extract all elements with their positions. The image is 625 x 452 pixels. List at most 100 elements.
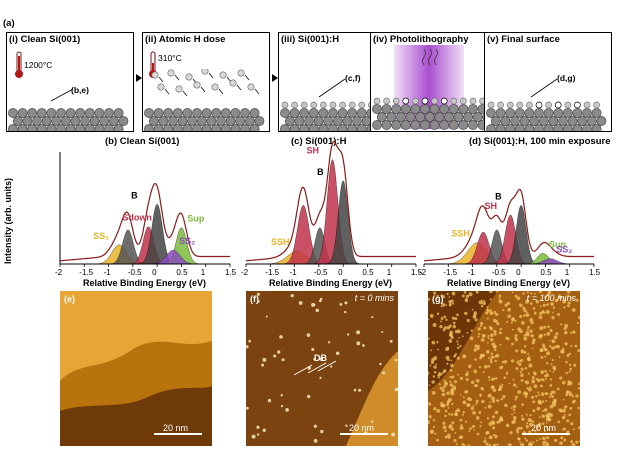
adsorbate-spot	[513, 417, 517, 421]
dangling-bond-site	[574, 101, 581, 109]
adsorbate-spot	[528, 355, 531, 358]
adsorbate-spot	[489, 326, 494, 331]
dangling-bond-spot	[281, 358, 285, 362]
si-atom	[514, 108, 525, 118]
si-atom	[500, 116, 511, 126]
x-tick-label: -2	[55, 268, 63, 277]
adsorbate-spot	[466, 371, 469, 373]
adsorbate-spot	[428, 420, 431, 425]
adsorbate-spot	[471, 308, 474, 311]
adsorbate-spot	[511, 342, 514, 346]
adsorbate-spot	[566, 354, 570, 357]
adsorbate-spot	[546, 332, 551, 336]
adsorbate-spot	[566, 304, 570, 307]
dangling-bond-spot	[394, 358, 398, 362]
si-atom	[347, 124, 358, 131]
adsorbate-spot	[487, 342, 489, 344]
dangling-bond-spot	[265, 315, 268, 318]
si-atom	[543, 124, 554, 131]
adsorbate-spot	[525, 299, 530, 304]
adsorbate-spot	[483, 364, 488, 369]
adsorbate-spot	[556, 387, 560, 391]
adsorbate-spot	[542, 444, 546, 446]
site-ref-label: (d,g)	[557, 73, 576, 83]
adsorbate-spot	[553, 367, 556, 371]
dangling-bond-spot	[248, 339, 252, 343]
adsorbate-spot	[498, 297, 501, 300]
peak-label-SSH: SSH	[271, 237, 290, 247]
si-atom	[289, 124, 300, 131]
si-atom	[524, 108, 535, 118]
adsorbate-spot	[449, 324, 452, 327]
adsorbate-spot	[551, 316, 555, 320]
adsorbate-spot	[483, 326, 487, 330]
figure-label-a: (a)	[3, 18, 15, 29]
si-atom	[458, 120, 469, 130]
si-atom	[308, 108, 319, 118]
adsorbate-spot	[528, 363, 533, 368]
si-atom	[420, 120, 430, 130]
hydrogen-atoms	[151, 69, 260, 97]
db-arrow	[307, 362, 327, 374]
adsorbate-spot	[545, 309, 550, 314]
hydrogen-atom	[219, 71, 227, 79]
adsorbate-spot	[560, 349, 565, 354]
si-atom	[304, 116, 314, 126]
adsorbate-spot	[549, 345, 552, 348]
adsorbate-spot	[566, 391, 569, 395]
adsorbate-spot	[492, 443, 496, 446]
xps-chart-1: (c) Si(001):H -2 -1.5 -1 -0.5 0 0.5 1 1.5 Relativ…	[241, 136, 423, 288]
dangling-bond-spot	[319, 357, 324, 361]
si-atom	[94, 108, 105, 118]
adsorbate-spot	[504, 303, 508, 307]
x-tick-label: 1.5	[225, 268, 237, 277]
adsorbate-spot	[502, 308, 505, 312]
adsorbate-spot	[517, 327, 521, 331]
adsorbate-spot	[545, 436, 549, 439]
adsorbate-spot	[565, 371, 568, 375]
adsorbate-spot	[552, 402, 557, 407]
adsorbate-spot	[563, 306, 566, 309]
adsorbate-spot	[503, 360, 508, 364]
adsorbate-spot	[507, 307, 512, 312]
adsorbate-spot	[531, 341, 535, 345]
adsorbate-spot	[450, 363, 454, 368]
si-atom	[113, 108, 124, 118]
adsorbate-spot	[488, 291, 493, 294]
adsorbate-spot	[545, 362, 549, 365]
adsorbate-spot	[516, 296, 521, 301]
adsorbate-spot	[546, 303, 549, 306]
dangling-bond-spot	[313, 424, 317, 428]
hydrogen-atom	[247, 83, 255, 91]
adsorbate-spot	[557, 420, 561, 424]
adsorbate-spot	[483, 299, 486, 302]
hydrogen-atom	[469, 97, 477, 105]
si-atom	[490, 116, 501, 126]
si-atom	[439, 104, 450, 114]
adsorbate-spot	[545, 418, 549, 422]
adsorbate-spot	[534, 373, 537, 376]
adsorbate-spot	[446, 403, 449, 407]
adsorbate-spot	[442, 421, 446, 425]
hydrogen-atom	[373, 97, 381, 105]
xps-charts: (b) Clean Si(001) -2 -1.5 -1 -0.5 0 0.5 1 1.5 Rel…	[55, 136, 610, 288]
adsorbate-spot	[532, 441, 535, 444]
motion-arrow	[174, 74, 180, 81]
si-atom	[486, 124, 496, 131]
adsorbate-spot	[519, 360, 522, 363]
adsorbate-spot	[570, 422, 574, 426]
adsorbate-spot	[552, 390, 556, 394]
adsorbate-spot	[531, 376, 535, 380]
adsorbate-spot	[439, 324, 443, 329]
peak-label-SH: SH	[306, 145, 319, 155]
hydrogen-atom	[193, 81, 201, 89]
adsorbate-spot	[477, 335, 480, 338]
si-atom	[567, 116, 578, 126]
si-atom	[510, 116, 520, 126]
adsorbate-spot	[478, 300, 483, 305]
si-atom	[94, 124, 105, 131]
adsorbate-spot	[489, 401, 491, 403]
hydrogen-atom	[175, 85, 183, 93]
adsorbate-spot	[449, 304, 452, 307]
adsorbate-spot	[451, 402, 454, 406]
